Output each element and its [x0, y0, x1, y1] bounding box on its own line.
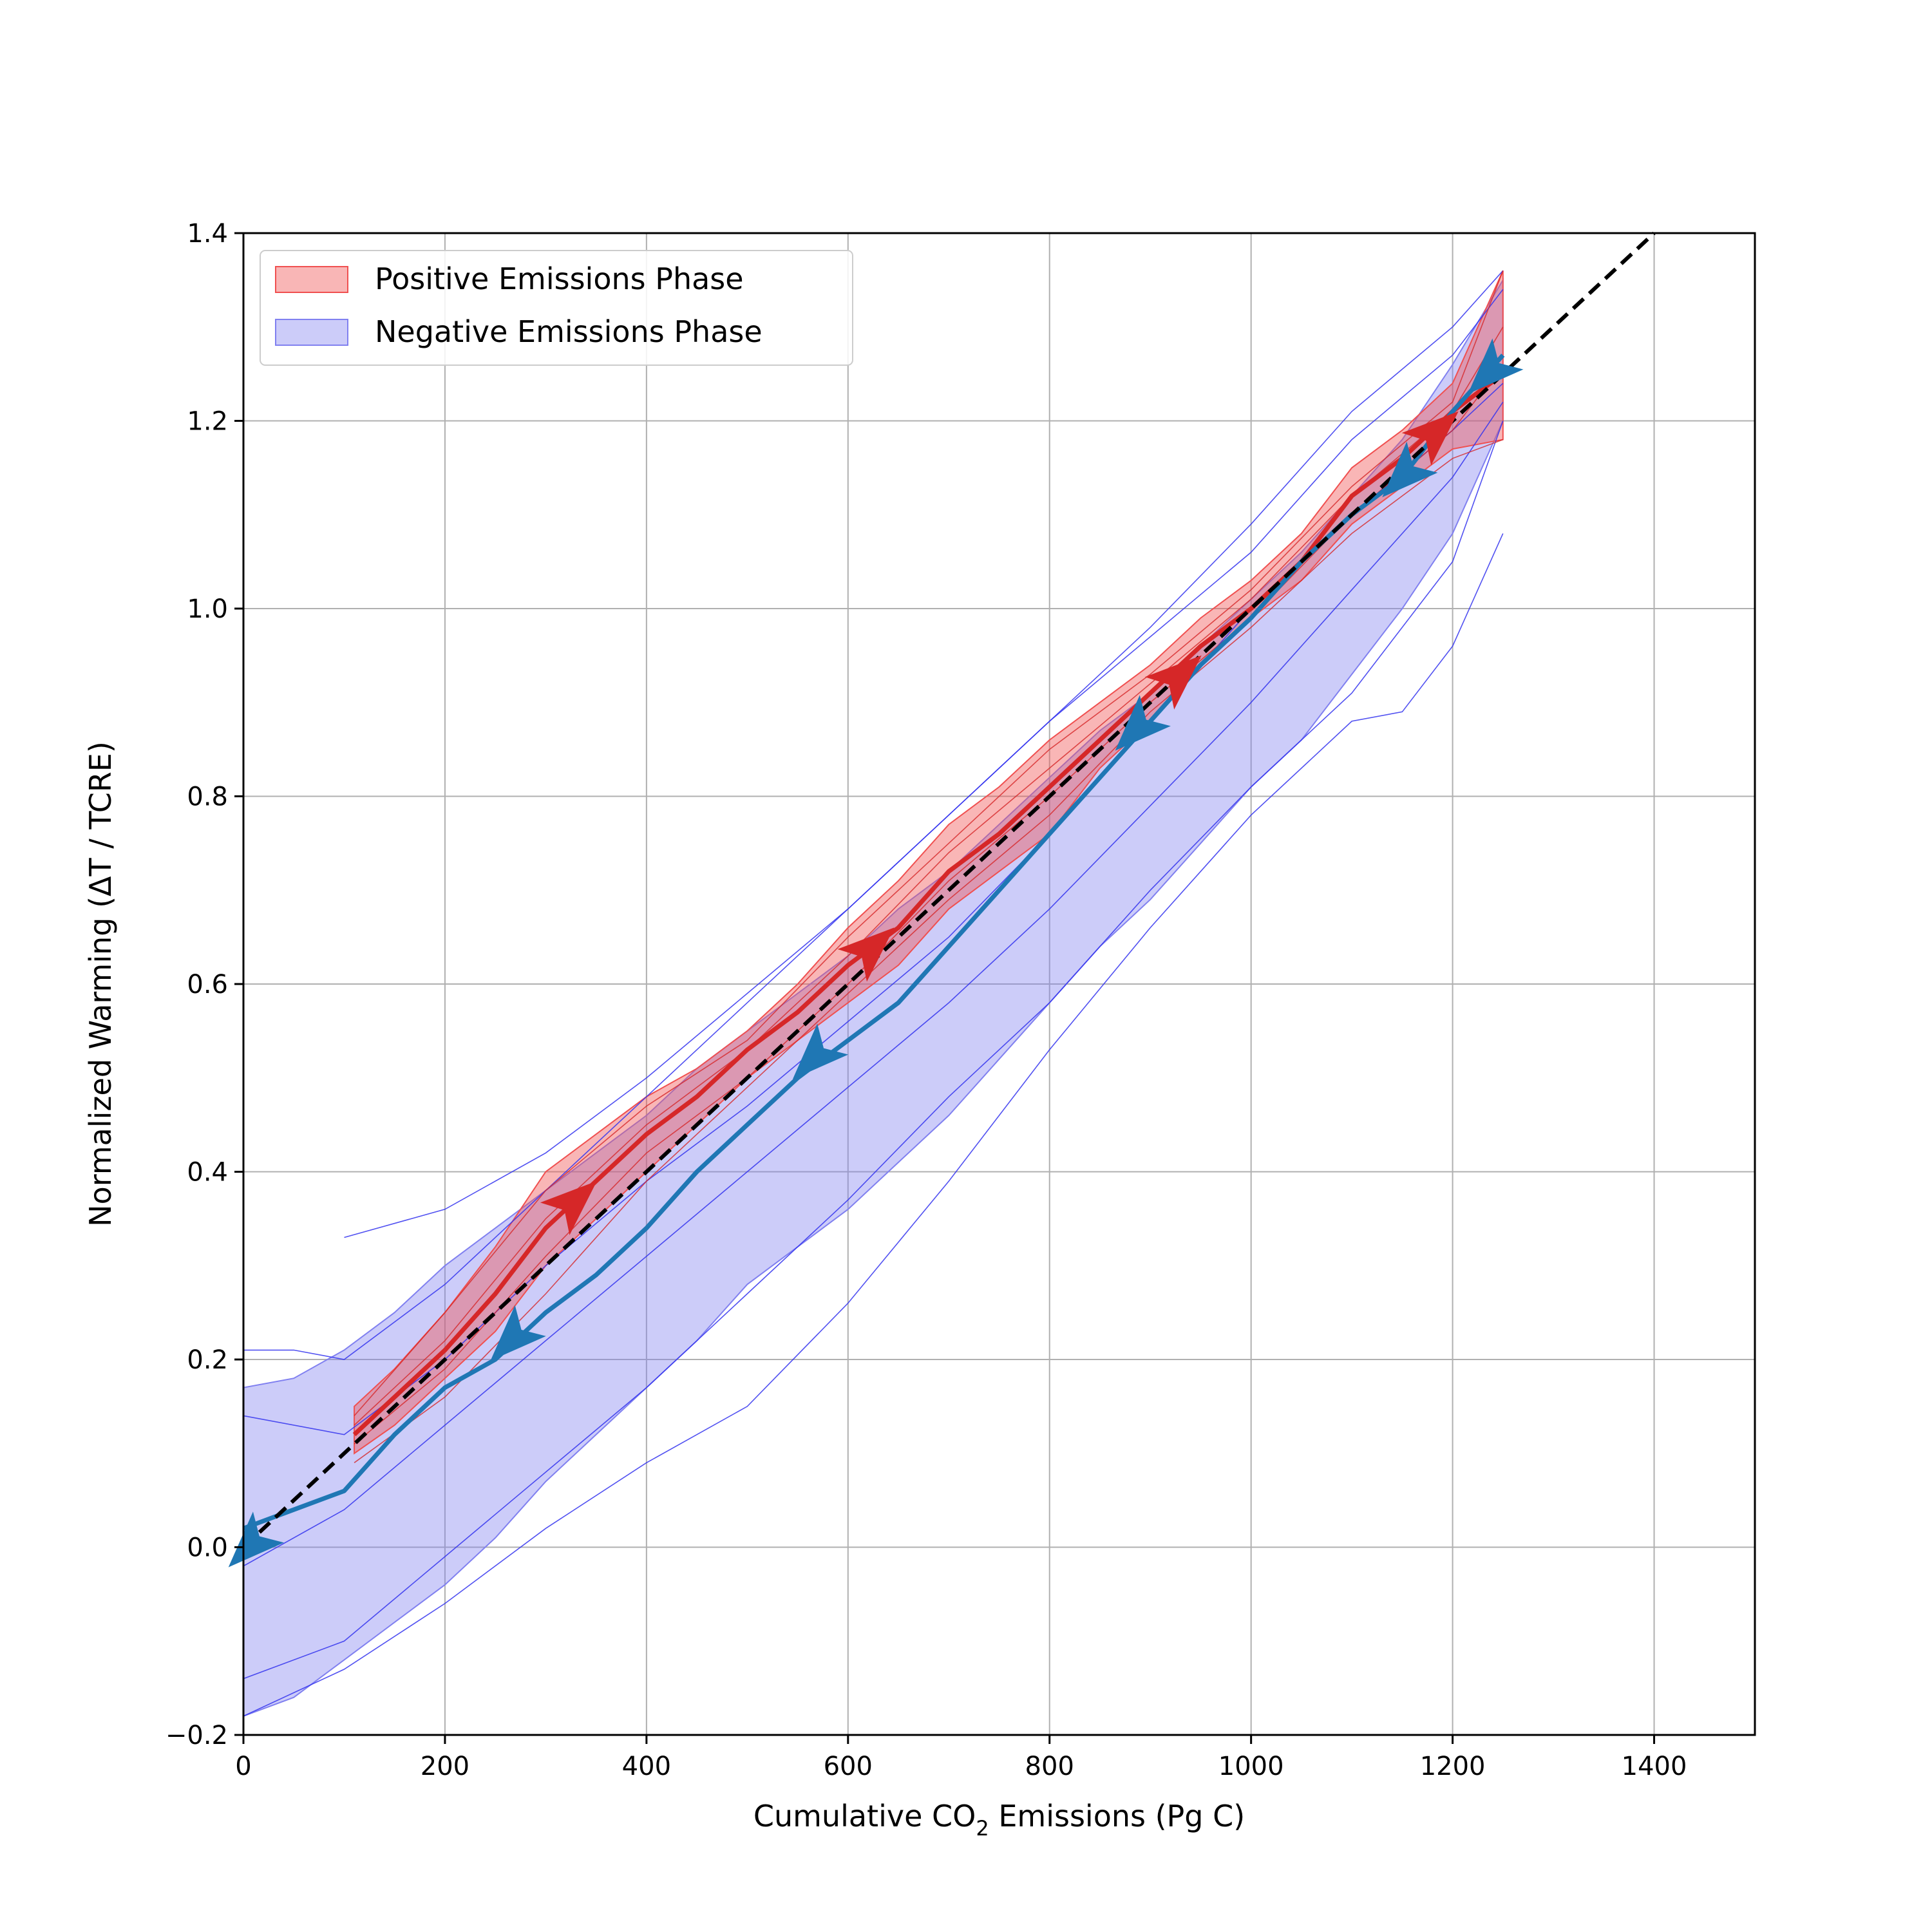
direction-arrows — [228, 338, 1524, 1567]
legend-swatch — [275, 319, 348, 346]
x-axis-title-main: Cumulative CO — [753, 1799, 976, 1833]
positive-phase-line — [352, 372, 1504, 1437]
series-lines — [242, 231, 1656, 1549]
negative-member-line — [243, 401, 1504, 1567]
negative-direction-arrow — [792, 1023, 849, 1079]
negative-direction-arrow — [490, 1305, 546, 1361]
x-tick-label: 1200 — [1420, 1752, 1486, 1781]
x-tick-label: 1000 — [1218, 1752, 1284, 1781]
y-tick-label: 0.4 — [187, 1158, 228, 1188]
negative-member-line — [344, 270, 1504, 1238]
y-tick-label: 0.8 — [187, 782, 228, 812]
x-tick-label: 600 — [824, 1752, 873, 1781]
positive-direction-arrow — [1144, 655, 1202, 710]
x-axis-title: Cumulative CO2 Emissions (Pg C) — [753, 1799, 1245, 1841]
x-axis-title-subscript: 2 — [976, 1816, 989, 1841]
legend-box — [260, 250, 853, 366]
positive-direction-arrow — [540, 1180, 597, 1235]
positive-member-line — [354, 270, 1504, 1416]
y-tick-label: 0.0 — [187, 1533, 228, 1563]
x-tick-label: 0 — [235, 1752, 251, 1781]
y-tick-label: −0.2 — [166, 1721, 228, 1750]
y-tick-label: 0.6 — [187, 970, 228, 999]
x-tick-label: 1400 — [1622, 1752, 1687, 1781]
positive-member-line — [354, 439, 1504, 1463]
y-tick-label: 0.2 — [187, 1345, 228, 1375]
x-tick-label: 800 — [1025, 1752, 1074, 1781]
negative-direction-arrow — [1468, 338, 1524, 394]
y-tick-label: 1.0 — [187, 594, 228, 624]
member-lines — [243, 270, 1504, 1717]
negative-direction-arrow — [1115, 695, 1171, 751]
negative-member-line — [243, 421, 1504, 1680]
x-tick-label: 400 — [622, 1752, 671, 1781]
y-tick-label: 1.2 — [187, 407, 228, 437]
negative-direction-arrow — [228, 1511, 284, 1567]
negative-direction-arrow — [1382, 441, 1438, 498]
x-tick-label: 200 — [421, 1752, 469, 1781]
positive-direction-arrow — [837, 927, 895, 982]
legend: Positive Emissions Phase Negative Emissio… — [260, 250, 853, 366]
legend-label: Positive Emissions Phase — [375, 261, 744, 296]
legend-label: Negative Emissions Phase — [375, 314, 762, 349]
positive-direction-arrow — [1401, 411, 1459, 466]
reference-line — [242, 231, 1656, 1549]
negative-member-line — [243, 533, 1504, 1717]
ticks: 0 200 400 600 800 1000 1200 1400 −0.2 0.0 0.2 0.4 0.… — [166, 219, 1687, 1781]
legend-swatch — [275, 266, 348, 293]
y-tick-label: 1.4 — [187, 219, 228, 249]
y-axis-title: Normalized Warming (ΔT / TCRE) — [83, 741, 118, 1227]
x-axis-title-rest: Emissions (Pg C) — [989, 1799, 1245, 1833]
